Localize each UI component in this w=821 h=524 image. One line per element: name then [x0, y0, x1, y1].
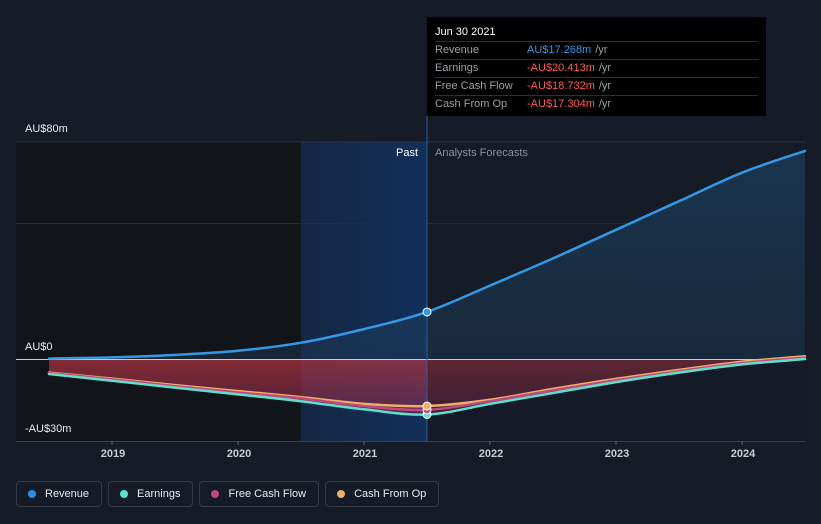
tooltip-row-free-cash-flow: Free Cash Flow -AU$18.732m /yr: [435, 77, 758, 95]
x-tick-label-2019: 2019: [100, 448, 126, 460]
tooltip-label: Cash From Op: [435, 98, 508, 110]
tooltip-value: -AU$20.413m: [527, 62, 595, 74]
legend-dot-icon: [120, 490, 129, 498]
tooltip-date: Jun 30 2021: [435, 26, 496, 38]
y-tick-label-top: AU$80m: [25, 123, 68, 135]
tooltip-label: Revenue: [435, 44, 480, 56]
past-region-label: Past: [396, 147, 419, 159]
legend-label: Revenue: [45, 488, 90, 500]
marker-revenue: [422, 307, 432, 317]
tooltip-row-cash-from-op: Cash From Op -AU$17.304m /yr: [435, 95, 758, 113]
legend-label: Earnings: [137, 488, 181, 500]
tooltip-unit: /yr: [595, 44, 608, 56]
tooltip-unit: /yr: [598, 62, 612, 74]
legend-label: Cash From Op: [354, 488, 427, 500]
data-tooltip: Jun 30 2021 Revenue AU$17.268m /yr Earni…: [427, 17, 766, 116]
series-line-revenue: [47, 149, 807, 360]
y-tick-label-zero: AU$0: [25, 341, 53, 353]
tooltip-row-revenue: Revenue AU$17.268m /yr: [435, 41, 758, 59]
legend-dot-icon: [337, 490, 346, 498]
legend-label: Free Cash Flow: [228, 488, 307, 500]
legend-item-earnings[interactable]: Earnings: [108, 481, 194, 507]
tooltip-unit: /yr: [598, 80, 612, 92]
legend-dot-icon: [211, 490, 220, 498]
forecast-dim-overlay: [427, 359, 805, 439]
tooltip-value: -AU$17.304m: [527, 98, 595, 110]
chart-legend: Revenue Earnings Free Cash Flow Cash Fro…: [16, 481, 440, 507]
marker-cash-from-op: [422, 401, 432, 411]
forecast-region-label: Analysts Forecasts: [435, 147, 528, 159]
y-tick-label-bottom: -AU$30m: [25, 423, 72, 435]
tooltip-row-earnings: Earnings -AU$20.413m /yr: [435, 59, 758, 77]
tooltip-value: AU$17.268m: [527, 44, 592, 56]
x-tick-label-2024: 2024: [730, 448, 756, 460]
x-tick-label-2022: 2022: [478, 448, 504, 460]
tooltip-value: -AU$18.732m: [527, 80, 595, 92]
tooltip-label: Earnings: [435, 62, 479, 74]
legend-dot-icon: [28, 490, 36, 498]
legend-item-revenue[interactable]: Revenue: [16, 481, 103, 507]
legend-item-cash-from-op[interactable]: Cash From Op: [325, 481, 440, 507]
tooltip-label: Free Cash Flow: [435, 80, 513, 92]
x-tick-label-2021: 2021: [352, 448, 378, 460]
x-tick-label-2020: 2020: [226, 448, 252, 460]
tooltip-unit: /yr: [598, 98, 612, 110]
revenue-area: [49, 150, 805, 359]
legend-item-free-cash-flow[interactable]: Free Cash Flow: [199, 481, 320, 507]
x-tick-label-2023: 2023: [604, 448, 630, 460]
